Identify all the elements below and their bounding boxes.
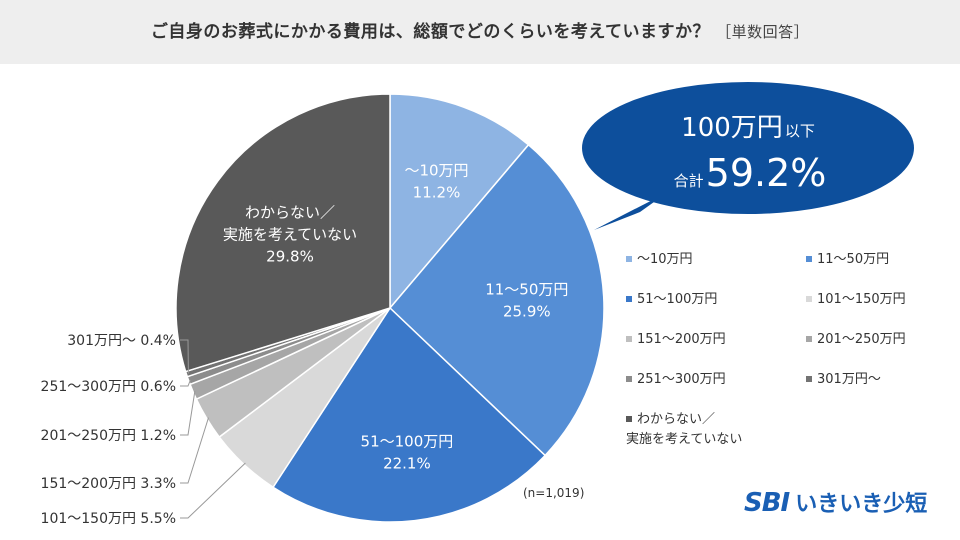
legend-label-7: 251～300万円 bbox=[637, 372, 726, 387]
legend-swatch-6 bbox=[806, 335, 812, 342]
logo-name: いきいき少短 bbox=[795, 492, 928, 517]
callout-line1: 100万円 以下 bbox=[681, 113, 815, 143]
legend-swatch-1 bbox=[626, 255, 632, 262]
outside-labels: 301万円～ 0.4% 251～300万円 0.6% 201～250万円 1.2% 1… bbox=[41, 333, 176, 527]
legend-label-8: 301万円～ bbox=[817, 372, 881, 387]
legend-label-1: ～10万円 bbox=[637, 252, 693, 267]
leader-line-7 bbox=[180, 379, 191, 387]
legend-label-5: 151～200万円 bbox=[637, 332, 726, 347]
legend-label-9-2: 実施を考えていない bbox=[626, 432, 743, 447]
inside-label-2: 11～50万円 25.9% bbox=[485, 281, 568, 321]
legend-swatch-2 bbox=[806, 255, 812, 262]
leader-line-5 bbox=[180, 417, 209, 484]
legend-swatch-5 bbox=[626, 335, 632, 342]
callout-tail bbox=[594, 192, 668, 230]
legend-item-6: 201～250万円 bbox=[806, 330, 906, 350]
pie-slice-9 bbox=[175, 93, 391, 373]
legend-item-4: 101～150万円 bbox=[806, 290, 906, 310]
legend-label-3: 51～100万円 bbox=[637, 292, 718, 307]
inside-label-3: 51～100万円 22.1% bbox=[361, 433, 454, 473]
legend-item-9: わからない／ 実施を考えていない bbox=[626, 410, 742, 450]
callout-line2: 合計59.2% bbox=[674, 151, 827, 195]
logo-sbi: SBI bbox=[744, 488, 790, 518]
inside-label-9: わからない／実施を考えていない 29.8% bbox=[223, 203, 357, 265]
legend-label-4: 101～150万円 bbox=[817, 292, 906, 307]
leader-line-4 bbox=[180, 462, 246, 519]
legend-item-7: 251～300万円 bbox=[626, 370, 726, 390]
legend-swatch-3 bbox=[626, 295, 632, 302]
chart-title-suffix: ［単数回答］ bbox=[716, 23, 810, 41]
title-bar bbox=[0, 0, 960, 64]
legend-swatch-9 bbox=[626, 415, 632, 422]
callout-ellipse bbox=[582, 82, 914, 214]
legend-swatch-8 bbox=[806, 375, 812, 382]
legend-label-6: 201～250万円 bbox=[817, 332, 906, 347]
legend-item-5: 151～200万円 bbox=[626, 330, 726, 350]
outside-label-4: 101～150万円 5.5% bbox=[41, 511, 176, 527]
leader-line-6 bbox=[180, 390, 196, 436]
pie-slice-2 bbox=[388, 143, 605, 457]
legend-item-1: ～10万円 bbox=[626, 250, 693, 270]
chart-title: ご自身のお葬式にかかる費用は、総額でどのくらいを考えていますか？ ［単数回答］ bbox=[0, 0, 960, 64]
outside-label-8: 301万円～ 0.4% bbox=[67, 333, 176, 349]
brand-logo: SBI いきいき少短 bbox=[744, 486, 927, 522]
legend-label-2: 11～50万円 bbox=[817, 252, 890, 267]
leader-line-8 bbox=[180, 339, 189, 374]
outside-label-7: 251～300万円 0.6% bbox=[41, 379, 176, 395]
leader-lines bbox=[180, 339, 246, 519]
legend-item-8: 301万円～ bbox=[806, 370, 881, 390]
legend-swatch-4 bbox=[806, 295, 812, 302]
legend-swatch-7 bbox=[626, 375, 632, 382]
inside-labels: ～10万円 11.2% 11～50万円 25.9% 51～100万円 22.1% わからない… bbox=[223, 161, 569, 472]
legend-item-2: 11～50万円 bbox=[806, 250, 889, 270]
pie-slice-1 bbox=[389, 93, 530, 311]
outside-label-6: 201～250万円 1.2% bbox=[41, 428, 176, 444]
pie-slice-3 bbox=[272, 306, 547, 523]
inside-label-1: ～10万円 11.2% bbox=[404, 161, 468, 201]
legend-label-9: わからない／ bbox=[637, 412, 716, 427]
sample-size-note: (n=1,019) bbox=[523, 486, 585, 500]
chart-title-main: ご自身のお葬式にかかる費用は、総額でどのくらいを考えていますか？ bbox=[150, 22, 711, 42]
outside-label-5: 151～200万円 3.3% bbox=[41, 476, 176, 492]
legend-item-3: 51～100万円 bbox=[626, 290, 717, 310]
pie-slices bbox=[175, 93, 605, 523]
